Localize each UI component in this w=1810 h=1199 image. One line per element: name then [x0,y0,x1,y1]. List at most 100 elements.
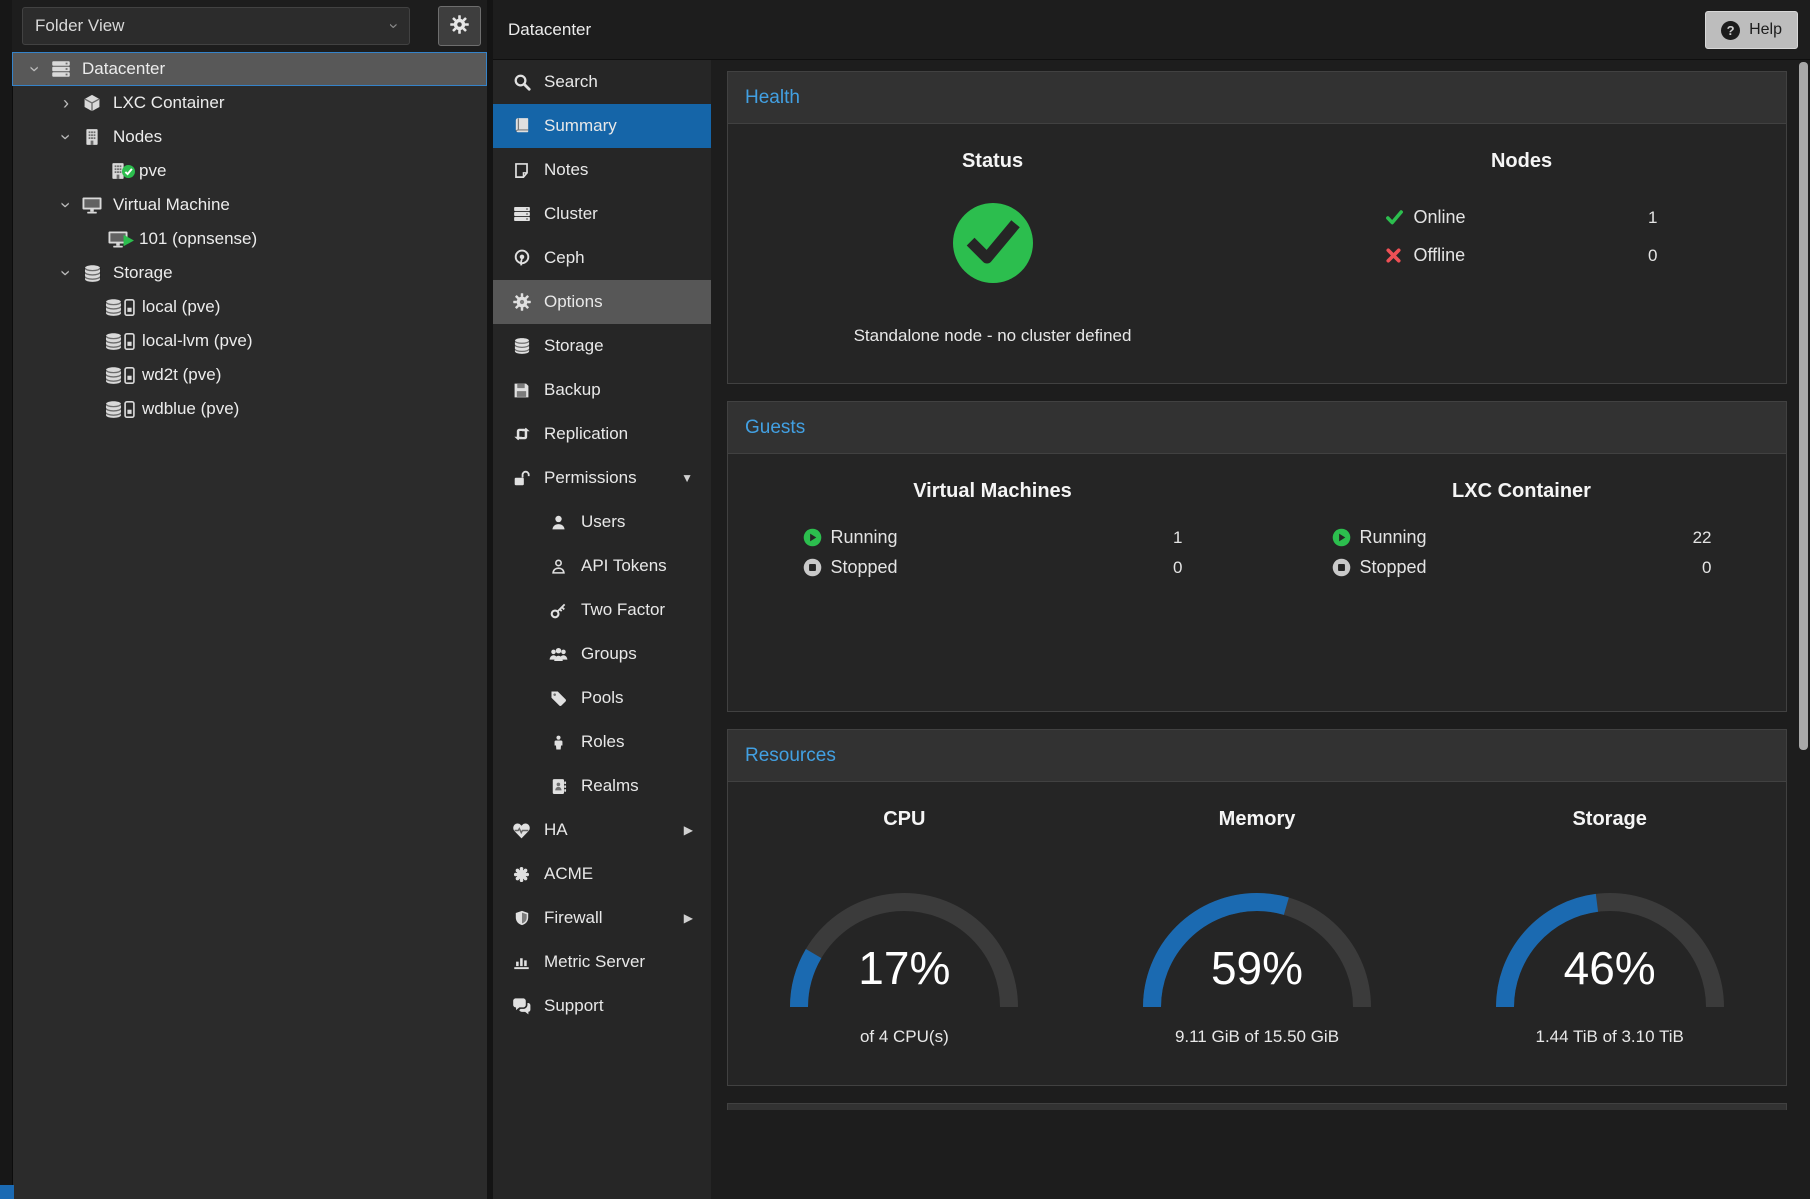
shield-icon [509,910,534,926]
check-circle-icon [951,201,1035,290]
tree-item-storage-local[interactable]: local (pve) [12,290,487,324]
nav-item-api-tokens[interactable]: API Tokens [493,544,711,588]
tree-item-label: Nodes [113,127,163,146]
tree-item-lxc-container[interactable]: › LXC Container [12,86,487,120]
nav-item-label: Users [581,512,626,531]
nav-item-permissions[interactable]: Permissions ▼ [493,456,711,500]
chevron-down-icon[interactable]: › [25,66,45,72]
storage-drive-icon [104,366,135,385]
memory-gauge: 59% [1127,867,1387,1017]
nav-item-label: Pools [581,688,624,707]
nav-item-support[interactable]: Support [493,984,711,1028]
nodes-online-row: Online 1 [1385,207,1658,228]
lxc-running-count: 22 [1692,527,1712,547]
key-icon [546,602,571,619]
nav-item-notes[interactable]: Notes [493,148,711,192]
tree-item-storage[interactable]: › Storage [12,256,487,290]
tree-settings-button[interactable] [438,6,481,46]
tree-item-virtual-machine[interactable]: › Virtual Machine [12,188,487,222]
health-panel: Health Status Standalone node - no clust… [727,71,1787,384]
nav-item-backup[interactable]: Backup [493,368,711,412]
tree-item-datacenter[interactable]: › Datacenter [12,52,487,86]
storage-percent: 46% [1563,942,1656,994]
server-icon [47,59,75,79]
datacenter-nav: Search Summary Notes Cluster Ceph Option… [493,60,711,1199]
storage-drive-icon [104,332,135,351]
nav-item-ha[interactable]: HA ▶ [493,808,711,852]
panel-divider[interactable] [487,0,493,1199]
lxc-heading: LXC Container [1452,480,1591,502]
tree-item-storage-wd2t[interactable]: wd2t (pve) [12,358,487,392]
nav-item-summary[interactable]: Summary [493,104,711,148]
tree-item-storage-local-lvm[interactable]: local-lvm (pve) [12,324,487,358]
nav-item-pools[interactable]: Pools [493,676,711,720]
nav-item-label: Ceph [544,248,585,267]
nav-item-metric-server[interactable]: Metric Server [493,940,711,984]
nav-item-acme[interactable]: ACME [493,852,711,896]
scrollbar-thumb[interactable] [1799,62,1808,750]
tree-item-vm-101[interactable]: 101 (opnsense) [12,222,487,256]
ceph-icon [509,249,534,267]
splitter-handle[interactable] [0,1185,14,1199]
status-column: Status Standalone node - no cluster defi… [728,124,1257,383]
nav-item-storage[interactable]: Storage [493,324,711,368]
tree-item-label: local-lvm (pve) [142,331,253,350]
status-online-badge [122,163,135,183]
nav-item-replication[interactable]: Replication [493,412,711,456]
nodes-offline-row: Offline 0 [1385,245,1658,266]
chevron-down-icon[interactable]: › [56,202,76,208]
nav-item-firewall[interactable]: Firewall ▶ [493,896,711,940]
comments-icon [509,997,534,1016]
tree-item-storage-wdblue[interactable]: wdblue (pve) [12,392,487,426]
tree-item-pve[interactable]: pve [12,154,487,188]
tree-item-nodes[interactable]: › Nodes [12,120,487,154]
tree-item-label: LXC Container [113,93,225,112]
monitor-play-icon [104,229,134,249]
view-mode-select[interactable]: Folder View › [22,7,410,45]
user-icon [546,514,571,531]
chevron-down-icon[interactable]: › [56,134,76,140]
nodes-column: Nodes Online 1 Offline 0 [1257,124,1786,383]
tree-toolbar: Folder View › [12,0,487,52]
nav-item-two-factor[interactable]: Two Factor [493,588,711,632]
help-button[interactable]: ? Help [1705,11,1798,49]
tag-icon [546,690,571,707]
guests-panel-title: Guests [728,402,1786,454]
nav-item-label: Options [544,292,603,311]
cpu-heading: CPU [883,808,926,830]
user-outline-icon [546,558,571,575]
note-icon [509,162,534,179]
nav-item-cluster[interactable]: Cluster [493,192,711,236]
status-heading: Status [961,150,1024,172]
nav-item-search[interactable]: Search [493,60,711,104]
summary-content: Health Status Standalone node - no clust… [711,60,1797,1199]
nav-item-roles[interactable]: Roles [493,720,711,764]
lxc-running-row: Running 22 [1332,527,1712,548]
nav-item-options[interactable]: Options [493,280,711,324]
replication-arrows-icon [509,425,534,443]
nav-item-groups[interactable]: Groups [493,632,711,676]
health-panel-title: Health [728,72,1786,124]
tree-item-label: wd2t (pve) [142,365,222,384]
offline-count: 0 [1648,245,1658,265]
play-circle-icon [1332,528,1354,547]
tree-item-label: 101 (opnsense) [139,229,258,248]
online-count: 1 [1648,207,1658,227]
next-panel-edge [727,1103,1787,1110]
lxc-stopped-count: 0 [1702,557,1712,577]
vm-stopped-row: Stopped 0 [803,557,1183,578]
nav-item-label: Realms [581,776,639,795]
stopped-label: Stopped [1359,557,1427,577]
vertical-scrollbar[interactable] [1797,60,1810,1199]
nav-item-users[interactable]: Users [493,500,711,544]
resource-tree-sidebar: Folder View › › Datacenter › [0,0,487,1199]
nav-item-label: ACME [544,864,594,883]
nav-item-ceph[interactable]: Ceph [493,236,711,280]
chevron-down-icon[interactable]: › [56,270,76,276]
memory-heading: Memory [1218,808,1296,830]
floppy-icon [509,382,534,399]
nav-item-realms[interactable]: Realms [493,764,711,808]
nav-item-label: API Tokens [581,556,667,575]
lxc-stopped-row: Stopped 0 [1332,557,1712,578]
chevron-right-icon[interactable]: › [63,93,69,113]
